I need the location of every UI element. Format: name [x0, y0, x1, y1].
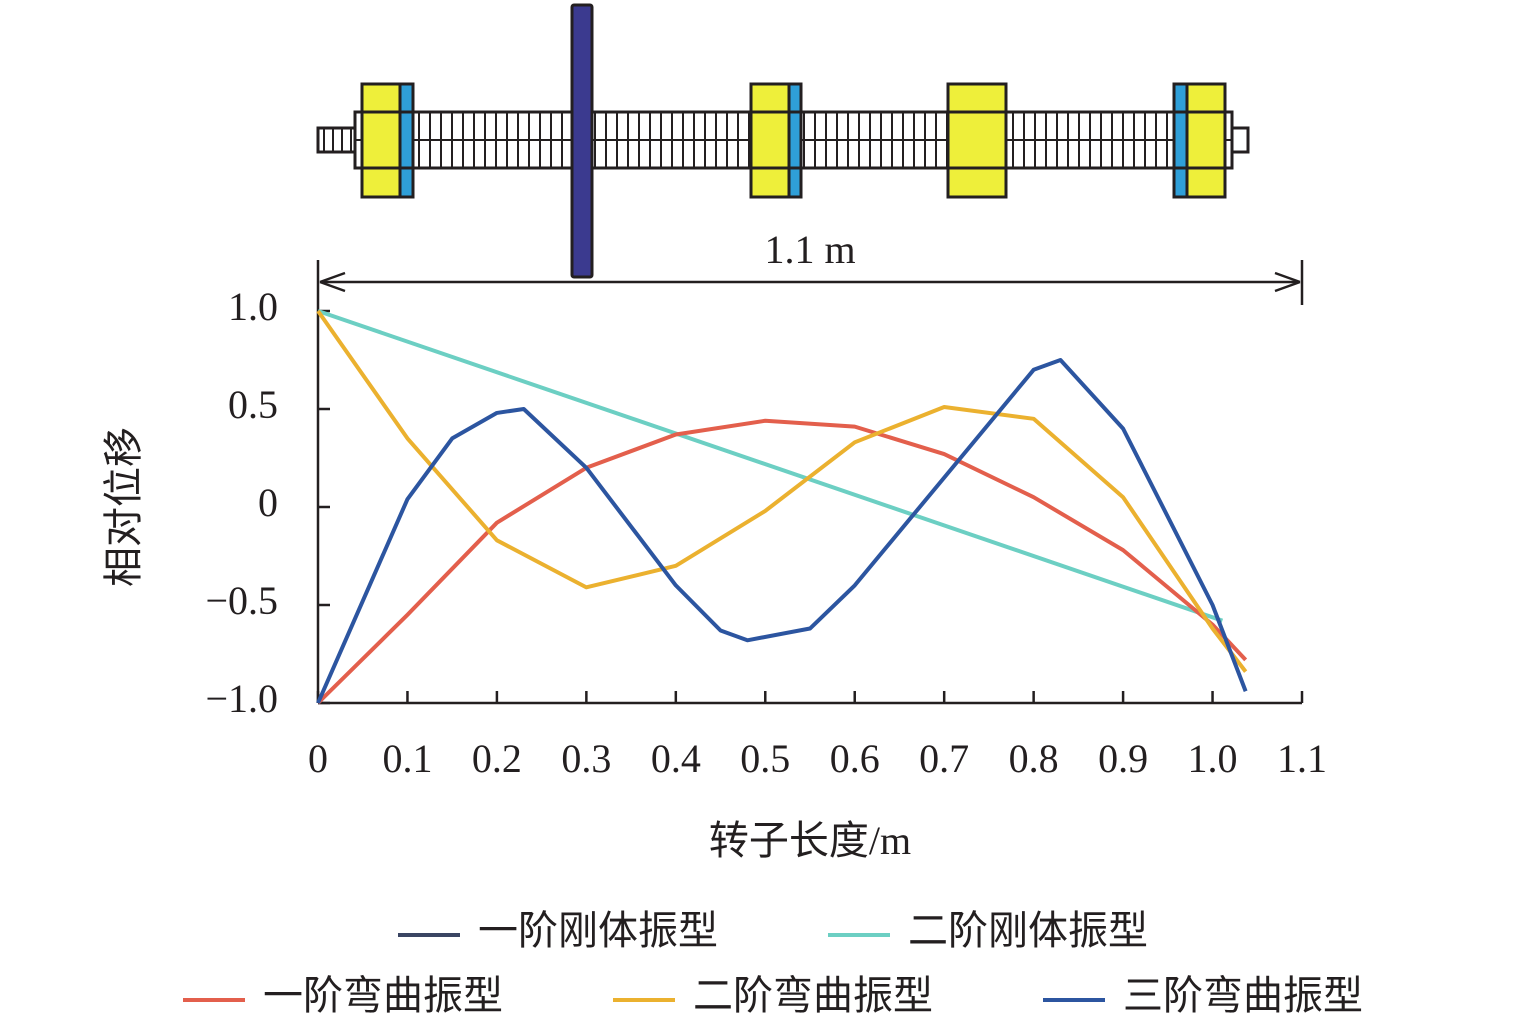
y-tick-label: −0.5 — [205, 578, 278, 623]
y-tick-label: 0 — [258, 480, 278, 525]
x-tick-label: 1.0 — [1188, 736, 1238, 781]
x-tick-label: 0.9 — [1098, 736, 1148, 781]
y-tick-label: 0.5 — [228, 382, 278, 427]
series-line — [316, 418, 1248, 705]
rotor-diagram — [316, 3, 1250, 279]
x-tick-label: 0.8 — [1009, 736, 1059, 781]
x-axis-label: 转子长度/m — [709, 818, 911, 863]
annotation: 1.1 m — [764, 227, 855, 272]
series-line — [317, 309, 1224, 623]
bearing-ring — [398, 82, 415, 199]
series-line — [316, 309, 1248, 673]
disc — [570, 3, 594, 279]
x-tick-label: 0.7 — [919, 736, 969, 781]
legend-label: 二阶弯曲振型 — [693, 973, 933, 1018]
series-line — [316, 358, 1248, 704]
bearing-ring — [1172, 82, 1189, 199]
legend-label: 一阶弯曲振型 — [263, 973, 503, 1018]
x-tick-label: 1.1 — [1277, 736, 1327, 781]
y-tick-label: 1.0 — [228, 284, 278, 329]
y-axis-label: 相对位移 — [101, 427, 146, 587]
x-tick-label: 0.3 — [561, 736, 611, 781]
legend-label: 三阶弯曲振型 — [1123, 973, 1363, 1018]
x-tick-label: 0.5 — [740, 736, 790, 781]
x-tick-label: 0.6 — [830, 736, 880, 781]
x-tick-label: 0 — [308, 736, 328, 781]
legend-label: 一阶刚体振型 — [478, 908, 718, 953]
bearing-ring — [787, 82, 803, 199]
bearing — [946, 82, 1008, 199]
dimension-arrows — [319, 271, 1301, 293]
x-tick-label: 0.2 — [472, 736, 522, 781]
shaft-outline — [353, 110, 1234, 170]
y-tick-label: −1.0 — [205, 676, 278, 721]
x-tick-label: 0.1 — [382, 736, 432, 781]
x-tick-label: 0.4 — [651, 736, 701, 781]
legend-label: 二阶刚体振型 — [908, 908, 1148, 953]
